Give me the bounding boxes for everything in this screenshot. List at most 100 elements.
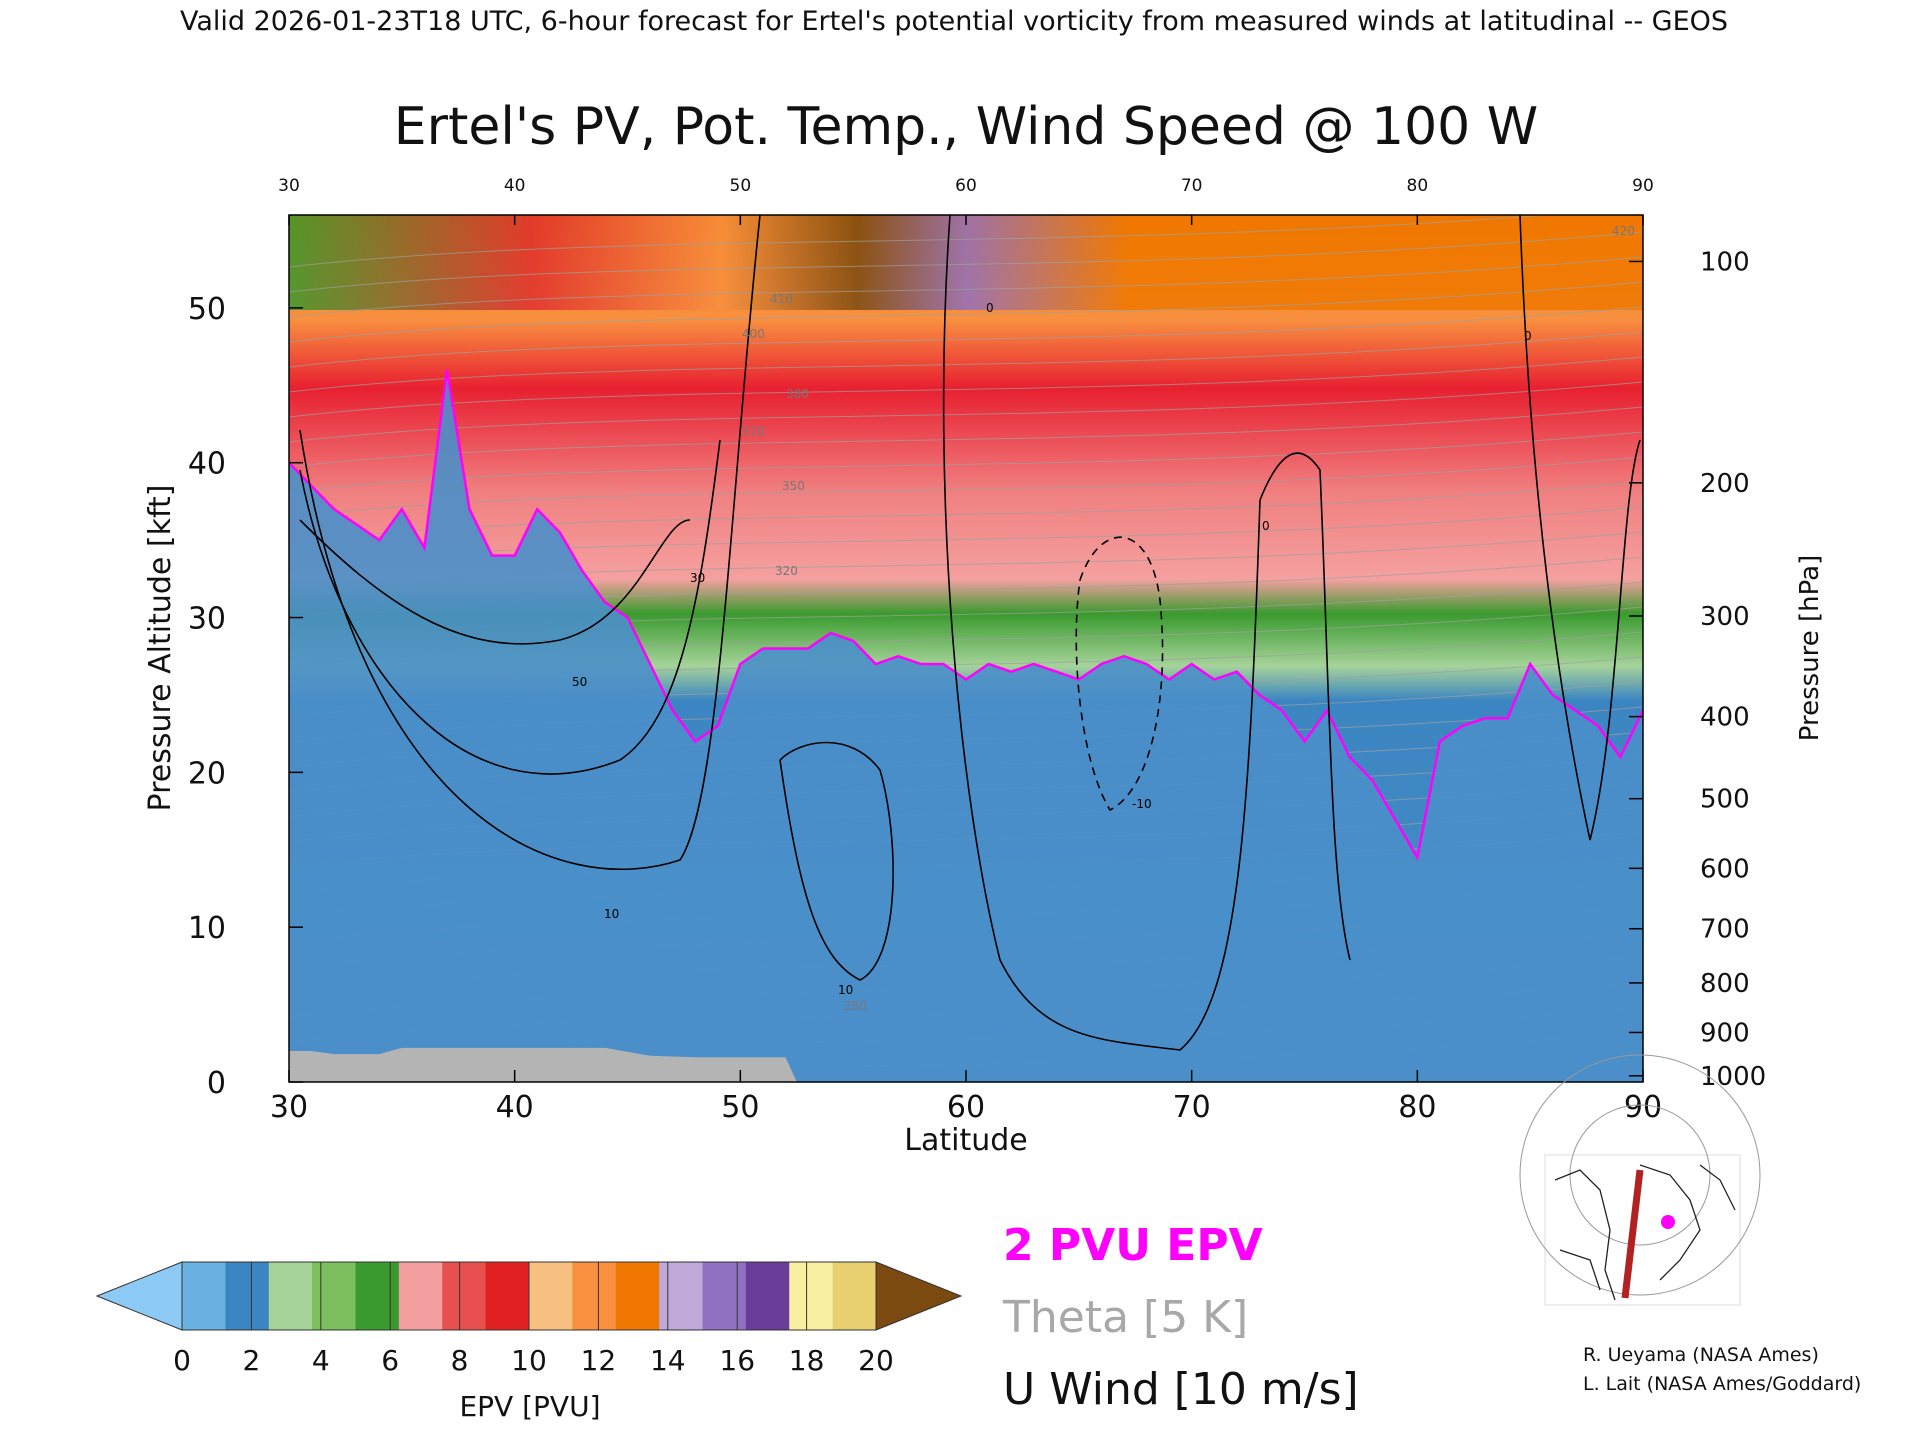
colorbar-segment xyxy=(182,1262,226,1330)
y-tick-label: 0 xyxy=(207,1066,226,1101)
colorbar-min-arrow xyxy=(95,1261,183,1331)
colorbar-tick-label: 0 xyxy=(173,1344,191,1377)
colorbar-tick-label: 6 xyxy=(381,1344,399,1377)
chart-title: Ertel's PV, Pot. Temp., Wind Speed @ 100… xyxy=(394,97,1538,157)
x-tick-label: 70 xyxy=(1173,1090,1211,1125)
pressure-tick-label: 300 xyxy=(1700,602,1750,632)
colorbar: 0 2 4 6 8 10 12 14 16 18 20 xyxy=(95,1261,963,1377)
header-text: Valid 2026-01-23T18 UTC, 6-hour forecast… xyxy=(180,6,1728,37)
theta-label: 380 xyxy=(786,387,809,401)
colorbar-tick-label: 8 xyxy=(451,1344,469,1377)
colorbar-segment xyxy=(745,1262,790,1330)
x-top-tick-label: 90 xyxy=(1632,176,1654,196)
theta-label: 320 xyxy=(775,564,798,578)
pressure-tick-label: 500 xyxy=(1700,785,1750,815)
x-tick-label: 60 xyxy=(947,1090,985,1125)
colorbar-tick-label: 18 xyxy=(789,1344,825,1377)
legend-theta: Theta [5 K] xyxy=(1002,1292,1248,1343)
theta-line xyxy=(289,231,1643,293)
x-tick-label: 80 xyxy=(1398,1090,1436,1125)
wind-contour-0-b xyxy=(1519,215,1641,841)
colorbar-segment xyxy=(485,1262,530,1330)
inset-map xyxy=(1519,1054,1761,1306)
colorbar-segment xyxy=(529,1262,573,1330)
y-tick-label: 10 xyxy=(188,911,226,946)
y-tick-label: 40 xyxy=(188,447,226,482)
colorbar-tick-label: 12 xyxy=(581,1344,617,1377)
theta-label: 370 xyxy=(742,425,765,439)
credit-line: R. Ueyama (NASA Ames) xyxy=(1583,1344,1819,1366)
x-tick-label: 90 xyxy=(1624,1090,1662,1125)
wind-label: 30 xyxy=(690,571,705,585)
colorbar-tick-label: 4 xyxy=(312,1344,330,1377)
colorbar-tick-label: 16 xyxy=(719,1344,755,1377)
colorbar-segment xyxy=(659,1262,703,1330)
pv-field-top-band xyxy=(289,215,1643,310)
theta-line xyxy=(289,256,1643,318)
map-coastlines xyxy=(1554,1164,1736,1301)
map-latitude-circle xyxy=(1519,1054,1761,1296)
wind-label: 10 xyxy=(604,907,619,921)
terrain-mask xyxy=(289,1047,1643,1082)
pv-2pvu-boundary xyxy=(289,369,1643,862)
colorbar-segment xyxy=(572,1262,617,1330)
wind-contour-10 xyxy=(299,215,761,871)
colorbar-segment xyxy=(615,1262,660,1330)
y-tick-label: 20 xyxy=(188,756,226,791)
legend-pv: 2 PVU EPV xyxy=(1003,1220,1263,1271)
wind-contours xyxy=(299,215,1641,1051)
colorbar-segment xyxy=(225,1262,270,1330)
x-top-tick-label: 80 xyxy=(1407,176,1429,196)
pressure-tick-label: 900 xyxy=(1700,1018,1750,1048)
x-tick-label: 40 xyxy=(496,1090,534,1125)
colorbar-segment xyxy=(702,1262,747,1330)
y-tick-label: 30 xyxy=(188,602,226,637)
colorbar-segment xyxy=(789,1262,834,1330)
map-cross-section-track xyxy=(1621,1169,1644,1299)
x-top-tick-label: 50 xyxy=(730,176,752,196)
x-axis-bottom: 30 40 50 60 70 80 90 xyxy=(270,1070,1662,1125)
legend-wind: U Wind [10 m/s] xyxy=(1003,1364,1359,1415)
colorbar-segment xyxy=(398,1262,443,1330)
theta-line xyxy=(289,306,1643,368)
map-marker xyxy=(1661,1215,1675,1229)
colorbar-tick-label: 14 xyxy=(650,1344,686,1377)
colorbar-max-arrow xyxy=(875,1261,963,1331)
map-frame xyxy=(1544,1154,1741,1306)
y2-axis-label: Pressure [hPa] xyxy=(1795,555,1825,742)
wind-label: 0 xyxy=(1262,519,1270,533)
pressure-tick-label: 1000 xyxy=(1700,1062,1766,1092)
colorbar-segment xyxy=(355,1262,400,1330)
pressure-tick-label: 600 xyxy=(1700,854,1750,884)
x-axis-label: Latitude xyxy=(904,1123,1027,1158)
colorbar-tick-label: 20 xyxy=(858,1344,894,1377)
credit-line: L. Lait (NASA Ames/Goddard) xyxy=(1583,1373,1861,1395)
wind-contour-50 xyxy=(299,519,691,645)
wind-label: 0 xyxy=(1524,329,1532,343)
y-tick-label: 50 xyxy=(188,292,226,327)
theta-line xyxy=(289,331,1643,393)
y-axis-label: Pressure Altitude [kft] xyxy=(143,485,178,812)
x-top-tick-label: 60 xyxy=(955,176,977,196)
pressure-tick-label: 100 xyxy=(1700,247,1750,277)
theta-line xyxy=(289,281,1643,343)
theta-line xyxy=(289,215,1554,268)
x-top-tick-label: 40 xyxy=(504,176,526,196)
wind-label: 50 xyxy=(572,675,587,689)
wind-level-labels: 50 30 10 10 0 0 0 -10 xyxy=(572,301,1532,997)
colorbar-label: EPV [PVU] xyxy=(459,1390,600,1423)
theta-label: 410 xyxy=(770,292,793,306)
wind-label: 10 xyxy=(838,983,853,997)
colorbar-tick-label: 2 xyxy=(242,1344,260,1377)
pressure-tick-label: 800 xyxy=(1700,969,1750,999)
x-tick-label: 50 xyxy=(721,1090,759,1125)
wind-contour-neg10 xyxy=(1075,536,1164,812)
troposphere-fill xyxy=(289,369,1643,1082)
wind-contour-30 xyxy=(299,439,721,775)
colorbar-segment xyxy=(442,1262,487,1330)
colorbar-segment xyxy=(832,1262,877,1330)
y-axis-pressure: 100 200 300 400 500 600 700 800 900 1000 xyxy=(1629,247,1766,1092)
wind-label: 0 xyxy=(986,301,994,315)
map-latitude-circle xyxy=(1569,1104,1711,1246)
